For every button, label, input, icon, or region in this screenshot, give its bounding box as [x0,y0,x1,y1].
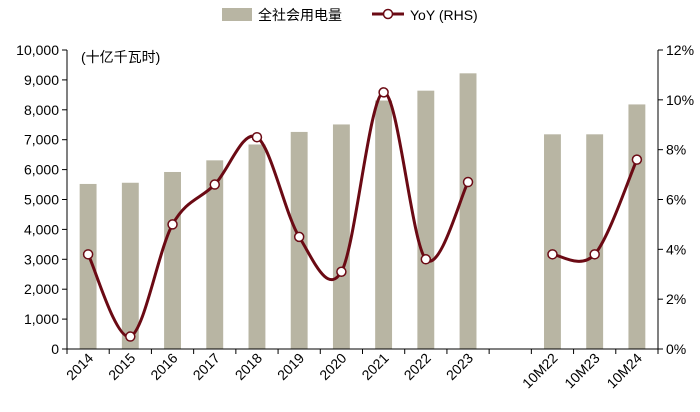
legend-swatch-bar [222,8,252,21]
bar-2022 [417,90,435,349]
bar-series [79,73,646,350]
point-10M22 [547,249,558,260]
point-2017 [209,179,220,190]
x-tick-label: 10M23 [561,350,603,392]
x-tick-label: 10M22 [519,350,561,392]
x-tick-label: 2014 [63,350,96,383]
legend-label-line: YoY (RHS) [410,7,478,23]
x-tick-label: 2018 [232,350,265,383]
bar-2014 [79,183,97,349]
x-tick-label: 2017 [190,350,223,383]
bar-10M22 [544,134,561,349]
x-tick-label: 2019 [274,350,307,383]
x-tick-label: 2023 [443,350,476,383]
left-tick-label: 0 [51,341,59,357]
right-tick-label: 12% [666,42,694,58]
right-tick-label: 6% [666,192,686,208]
bar-2021 [375,100,393,349]
point-2019 [293,231,305,243]
bar-2023 [459,73,477,350]
point-10M24 [631,154,643,165]
left-tick-label: 9,000 [24,72,59,88]
left-tick-label: 2,000 [24,281,59,297]
bar-2020 [332,124,350,350]
bar-10M24 [628,104,646,349]
line-series [82,87,643,342]
point-2022 [420,254,432,265]
point-2015 [125,331,136,342]
legend: 全社会用电量 YoY (RHS) [222,7,478,23]
point-2023 [462,176,474,188]
bar-2016 [164,171,181,349]
x-tick-label: 2022 [401,350,434,383]
right-tick-label: 2% [666,291,686,307]
point-2014 [82,249,94,260]
bar-2015 [121,182,139,349]
left-tick-label: 4,000 [24,221,59,237]
point-10M23 [589,249,600,260]
left-tick-label: 1,000 [24,311,59,327]
legend-label-bar: 全社会用电量 [258,7,342,23]
bar-2017 [206,160,224,349]
point-2016 [167,219,178,230]
left-tick-label: 8,000 [24,102,59,118]
right-tick-label: 0% [666,341,686,357]
bar-2018 [248,144,266,349]
point-2020 [336,266,347,278]
x-tick-label: 10M24 [603,350,645,392]
point-2021 [378,87,389,98]
left-tick-label: 7,000 [24,132,59,148]
x-tick-label: 2016 [147,350,180,383]
line-segment-0 [86,90,470,339]
unit-label: (十亿千瓦时) [81,49,160,65]
right-tick-label: 8% [666,142,686,158]
left-tick-label: 3,000 [24,251,59,267]
right-tick-label: 4% [666,241,686,257]
left-tick-label: 5,000 [24,192,59,208]
right-tick-label: 10% [666,92,694,108]
left-tick-label: 6,000 [24,162,59,178]
left-tick-label: 10,000 [16,42,59,58]
x-tick-label: 2020 [316,350,349,383]
point-2018 [251,131,263,143]
legend-marker-line [382,8,394,20]
x-tick-label: 2021 [358,350,391,383]
x-tick-label: 2015 [105,350,138,383]
bar-10M23 [586,134,604,349]
